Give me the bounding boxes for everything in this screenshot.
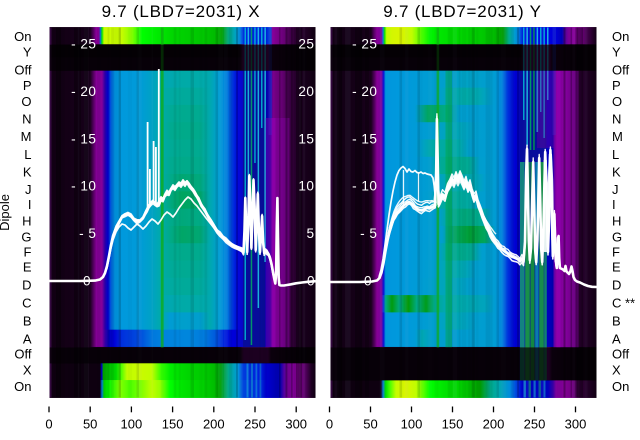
svg-text:10: 10 (298, 179, 314, 194)
svg-text:C **: C ** (612, 296, 635, 311)
svg-text:250: 250 (524, 417, 546, 432)
svg-text:100: 100 (401, 417, 423, 432)
svg-text:C: C (22, 296, 31, 311)
svg-text:Off: Off (612, 62, 629, 77)
svg-text:B: B (612, 314, 621, 329)
svg-text:- 5: - 5 (79, 226, 96, 241)
svg-text:50: 50 (83, 417, 97, 432)
svg-text:- 25: - 25 (352, 37, 377, 52)
svg-text:On: On (14, 29, 31, 44)
svg-text:Y: Y (612, 44, 621, 59)
svg-text:150: 150 (442, 417, 464, 432)
svg-text:P: P (612, 78, 621, 93)
svg-text:150: 150 (162, 417, 184, 432)
svg-text:A: A (23, 331, 32, 346)
svg-text:N: N (22, 112, 31, 127)
svg-text:- 5: - 5 (360, 226, 377, 241)
svg-text:300: 300 (285, 417, 307, 432)
svg-text:On: On (612, 29, 629, 44)
svg-text:O: O (21, 94, 31, 109)
svg-text:On: On (612, 379, 629, 394)
svg-text:E: E (612, 260, 621, 275)
svg-text:X: X (612, 363, 621, 378)
svg-text:0: 0 (364, 274, 372, 289)
svg-text:50: 50 (363, 417, 377, 432)
svg-text:Off: Off (612, 346, 629, 361)
svg-text:L: L (612, 147, 619, 162)
svg-text:Dipole: Dipole (0, 194, 12, 231)
svg-text:M: M (21, 129, 32, 144)
svg-text:0: 0 (45, 417, 52, 432)
svg-text:15: 15 (298, 131, 314, 146)
svg-text:J: J (612, 182, 619, 197)
svg-text:250: 250 (244, 417, 266, 432)
svg-text:G: G (21, 230, 31, 245)
svg-text:9.7 (LBD7=2031) X: 9.7 (LBD7=2031) X (102, 2, 261, 21)
svg-text:O: O (612, 94, 622, 109)
svg-text:- 20: - 20 (71, 84, 96, 99)
svg-text:200: 200 (203, 417, 225, 432)
svg-text:Y: Y (23, 44, 32, 59)
svg-text:- 10: - 10 (352, 179, 377, 194)
svg-text:K: K (612, 165, 621, 180)
svg-text:L: L (24, 147, 31, 162)
svg-text:0: 0 (83, 274, 91, 289)
svg-text:- 10: - 10 (71, 179, 96, 194)
svg-text:- 15: - 15 (352, 131, 377, 146)
svg-text:300: 300 (565, 417, 587, 432)
svg-text:- 20: - 20 (352, 84, 377, 99)
svg-text:9.7 (LBD7=2031) Y: 9.7 (LBD7=2031) Y (383, 2, 541, 21)
svg-text:B: B (23, 314, 32, 329)
svg-text:I: I (28, 197, 32, 212)
svg-text:F: F (24, 245, 32, 260)
svg-text:- 25: - 25 (71, 37, 96, 52)
svg-text:H: H (22, 214, 31, 229)
svg-text:A: A (612, 331, 621, 346)
svg-text:I: I (612, 197, 616, 212)
svg-text:0: 0 (326, 417, 333, 432)
svg-text:Off: Off (14, 346, 31, 361)
svg-text:H: H (612, 214, 621, 229)
svg-text:Off: Off (14, 62, 31, 77)
svg-text:5: 5 (306, 226, 314, 241)
svg-text:J: J (25, 182, 32, 197)
svg-text:100: 100 (121, 417, 143, 432)
svg-text:- 15: - 15 (71, 131, 96, 146)
svg-text:F: F (612, 245, 620, 260)
svg-text:20: 20 (298, 84, 314, 99)
svg-text:D: D (22, 278, 31, 293)
svg-text:G: G (612, 230, 622, 245)
svg-text:25: 25 (298, 37, 314, 52)
svg-text:D: D (612, 278, 621, 293)
svg-text:M: M (612, 129, 623, 144)
svg-text:P: P (23, 78, 32, 93)
svg-text:X: X (23, 363, 32, 378)
svg-text:K: K (23, 165, 32, 180)
svg-text:200: 200 (483, 417, 505, 432)
svg-text:N: N (612, 112, 621, 127)
svg-text:E: E (23, 260, 32, 275)
svg-text:0: 0 (307, 274, 315, 289)
svg-text:On: On (14, 379, 31, 394)
